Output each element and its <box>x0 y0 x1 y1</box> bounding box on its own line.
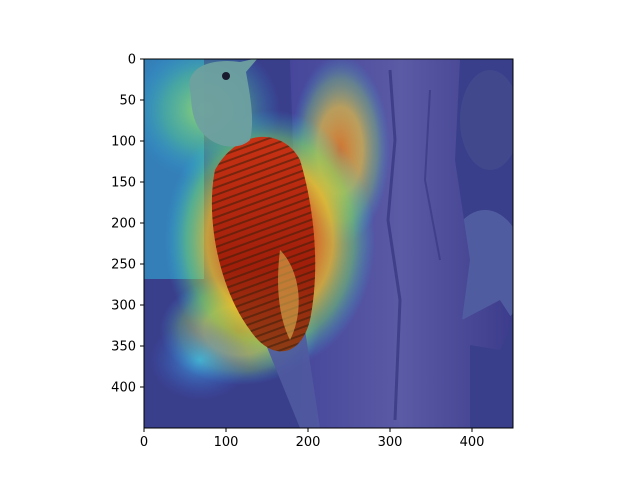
y-tick-label: 400 <box>111 381 136 396</box>
y-tick-label: 200 <box>111 217 136 232</box>
x-tick-label: 0 <box>140 435 148 450</box>
bird-belly <box>278 250 299 340</box>
heatmap-image <box>144 59 513 428</box>
x-axis: 0 100 200 300 400 <box>140 428 485 450</box>
x-tick-label: 100 <box>214 435 239 450</box>
x-tick-label: 200 <box>296 435 321 450</box>
y-tick-label: 300 <box>111 299 136 314</box>
x-tick-label: 400 <box>460 435 485 450</box>
y-tick-label: 350 <box>111 340 136 355</box>
y-axis: 0 50 100 150 200 250 300 350 400 <box>111 53 144 396</box>
y-tick-label: 50 <box>119 94 136 109</box>
background-foliage <box>460 70 513 170</box>
y-tick-label: 150 <box>111 176 136 191</box>
trunk-texture <box>423 89 441 261</box>
bird-head <box>189 59 258 147</box>
bird-eye <box>222 72 230 80</box>
x-tick-label: 300 <box>378 435 403 450</box>
y-tick-label: 100 <box>111 135 136 150</box>
axes-frame <box>143 58 514 429</box>
y-tick-label: 0 <box>128 53 136 68</box>
y-tick-label: 250 <box>111 258 136 273</box>
bird-tail <box>260 330 320 428</box>
trunk-texture <box>386 69 402 421</box>
